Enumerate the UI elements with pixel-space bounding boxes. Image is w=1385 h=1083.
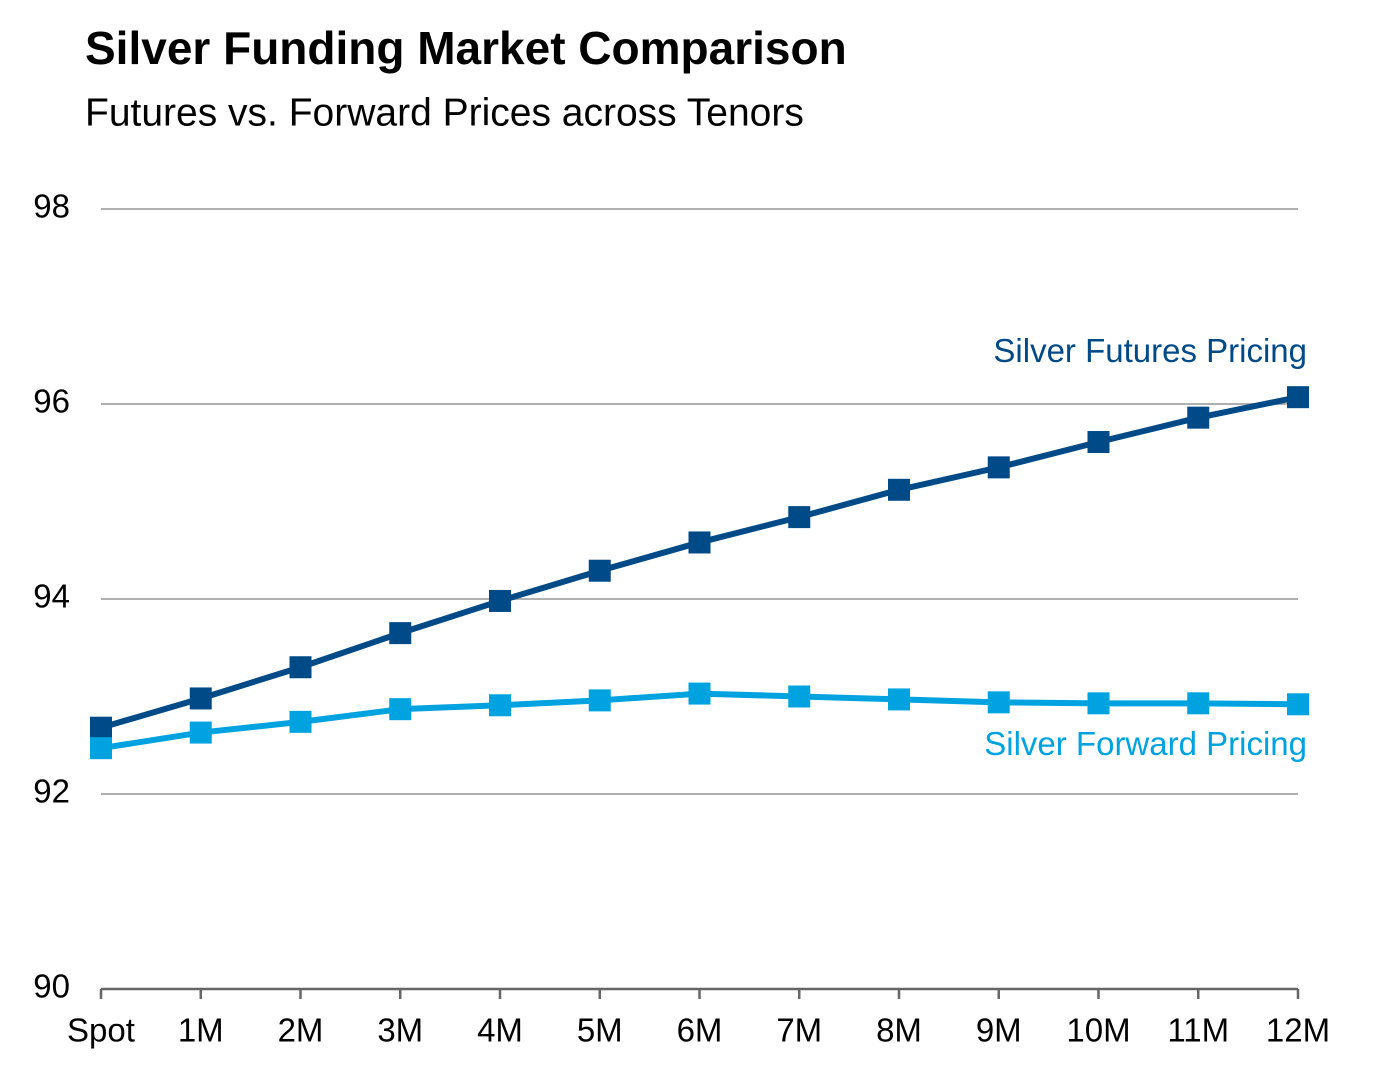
marker: [888, 478, 910, 501]
marker: [1287, 693, 1309, 716]
x-tick-label: 6M: [677, 1012, 723, 1049]
series-line: [100, 394, 1299, 731]
x-tick-label: 3M: [377, 1012, 423, 1049]
x-tick-label: 12M: [1266, 1012, 1330, 1049]
y-tick-label: 96: [33, 383, 70, 420]
x-tick-label: 9M: [976, 1012, 1022, 1049]
y-tick-label: 92: [33, 773, 70, 810]
marker: [788, 506, 811, 529]
x-tick-label: 1M: [178, 1012, 224, 1049]
x-tick-label: 11M: [1167, 1012, 1229, 1049]
marker: [987, 456, 1010, 479]
marker: [189, 721, 212, 744]
marker: [688, 531, 711, 554]
marker: [289, 656, 312, 679]
marker: [489, 694, 511, 717]
y-tick-label: 90: [33, 968, 70, 1005]
marker: [1187, 692, 1210, 715]
marker: [1087, 692, 1110, 715]
marker: [1287, 386, 1309, 409]
marker: [189, 687, 212, 710]
x-tick-label: 2M: [278, 1012, 324, 1049]
marker: [90, 716, 112, 739]
marker: [489, 589, 511, 612]
x-tick-label: 8M: [876, 1012, 922, 1049]
marker: [1087, 431, 1110, 454]
marker: [588, 559, 611, 582]
x-tick-label: Spot: [67, 1012, 135, 1049]
marker: [1187, 406, 1210, 429]
marker: [389, 622, 412, 645]
y-tick-label: 98: [33, 188, 70, 225]
x-tick-label: 10M: [1066, 1012, 1130, 1049]
x-tick-label: 4M: [477, 1012, 523, 1049]
marker: [588, 689, 611, 712]
marker: [987, 691, 1010, 714]
chart-subtitle: Futures vs. Forward Prices across Tenors: [85, 91, 804, 134]
series-label: Silver Forward Pricing: [984, 725, 1307, 762]
marker: [289, 710, 312, 733]
marker: [888, 688, 910, 711]
chart-title: Silver Funding Market Comparison: [85, 22, 847, 74]
marker: [788, 685, 811, 708]
x-tick-label: 5M: [577, 1012, 623, 1049]
marker: [90, 737, 112, 760]
marker: [688, 682, 711, 705]
x-tick-label: 7M: [776, 1012, 822, 1049]
series-label: Silver Futures Pricing: [993, 332, 1307, 369]
y-tick-label: 94: [33, 578, 70, 615]
marker: [389, 698, 412, 721]
